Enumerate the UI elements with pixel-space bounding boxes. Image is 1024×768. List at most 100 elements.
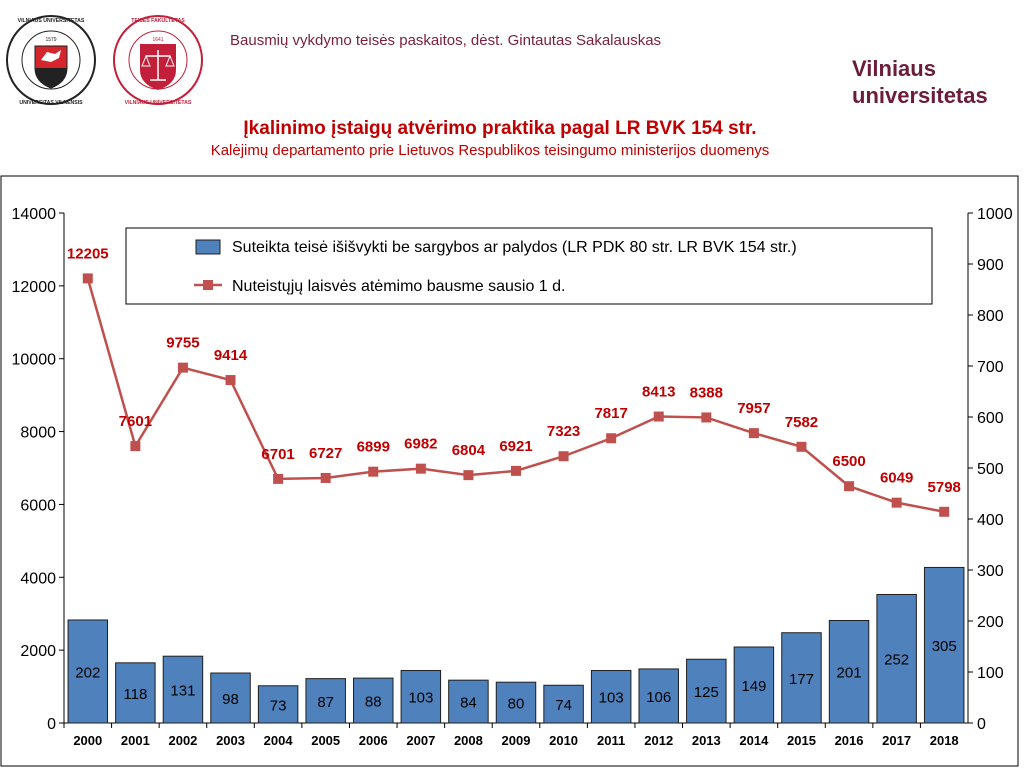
vilnius-university-seal-logo: 1579 VILNIAUS UNIVERSITETAS UNIVERSITAS … [6, 15, 96, 106]
line-data-label: 7582 [785, 414, 818, 431]
bar-value-label: 305 [932, 638, 957, 655]
left-axis-tick-label: 4000 [20, 570, 56, 587]
line-data-label: 7817 [594, 405, 627, 422]
svg-text:TEISĖS FAKULTETAS: TEISĖS FAKULTETAS [131, 17, 185, 24]
bar [257, 685, 299, 724]
line-data-label: 9755 [166, 335, 199, 352]
x-axis-tick-label: 2018 [930, 733, 959, 748]
svg-text:UNIVERSITAS VILNENSIS: UNIVERSITAS VILNENSIS [19, 100, 83, 106]
line-point [415, 463, 426, 474]
x-axis-tick-label: 2006 [359, 733, 388, 748]
x-axis-tick-label: 2015 [787, 733, 816, 748]
svg-text:VILNIAUS UNIVERSITETAS: VILNIAUS UNIVERSITETAS [18, 18, 85, 24]
line-data-label: 12205 [67, 245, 109, 262]
bar-value-label: 149 [741, 678, 766, 695]
line-point [558, 451, 569, 462]
x-axis-tick-label: 2003 [216, 733, 245, 748]
bar [495, 681, 537, 724]
line-point [796, 441, 807, 452]
bar-value-label: 103 [408, 690, 433, 707]
university-wordmark-line1: Vilniaus [852, 56, 936, 81]
x-axis-tick-label: 2011 [597, 733, 625, 748]
left-axis-tick-label: 2000 [20, 643, 56, 660]
line-data-label: 6500 [832, 453, 865, 470]
x-axis-tick-label: 2005 [311, 733, 340, 748]
x-axis-tick-label: 2002 [168, 733, 197, 748]
line-point [939, 506, 950, 517]
x-axis-tick-label: 2013 [692, 733, 721, 748]
combo-chart: 0200040006000800010000120001400001002003… [0, 175, 1019, 767]
x-axis-tick-label: 2010 [549, 733, 578, 748]
bar [115, 662, 156, 724]
bar [400, 669, 442, 724]
bar-value-label: 80 [508, 696, 525, 713]
right-axis-tick-label: 100 [977, 665, 1004, 682]
bar [686, 658, 727, 724]
line-data-label: 7957 [737, 400, 770, 417]
bar-value-label: 87 [317, 694, 334, 711]
bar-value-label: 118 [123, 686, 147, 703]
legend-bar-label: Suteikta teisė išišvykti be sargybos ar … [232, 239, 797, 256]
line-point [273, 473, 284, 484]
line-point [177, 362, 188, 373]
bar-value-label: 98 [222, 691, 239, 708]
right-axis-tick-label: 0 [977, 716, 986, 733]
left-axis-tick-label: 8000 [20, 425, 56, 442]
bar [638, 668, 679, 724]
line-point [225, 375, 236, 386]
bar [67, 619, 109, 724]
svg-text:1641: 1641 [152, 37, 163, 43]
x-axis-tick-label: 2001 [121, 733, 150, 748]
svg-text:1579: 1579 [45, 37, 56, 43]
right-axis-tick-label: 500 [977, 461, 1004, 478]
university-wordmark: Vilniaus universitetas [852, 55, 988, 109]
line-point [653, 411, 664, 422]
right-axis-tick-label: 200 [977, 614, 1004, 631]
bar [590, 669, 632, 724]
line-data-label: 6921 [499, 438, 532, 455]
bar-value-label: 125 [694, 684, 719, 701]
x-axis-tick-label: 2016 [835, 733, 864, 748]
x-axis-tick-label: 2000 [73, 733, 102, 748]
legend-line-label: Nuteistųjų laisvės atėmimo bausme sausio… [232, 278, 566, 295]
chart-title: Įkalinimo įstaigų atvėrimo praktika paga… [243, 118, 757, 139]
line-data-label: 7323 [547, 423, 580, 440]
right-axis-tick-label: 800 [977, 308, 1004, 325]
law-faculty-seal-logo: 1641 TEISĖS FAKULTETAS VILNIAUS UNIVERSI… [113, 15, 203, 106]
bar-value-label: 74 [555, 697, 572, 714]
line-data-label: 6727 [309, 445, 342, 462]
line-data-label: 7601 [119, 413, 152, 430]
legend-line-marker [203, 280, 213, 290]
course-title: Bausmių vykdymo teisės paskaitos, dėst. … [230, 32, 662, 49]
left-axis-tick-label: 6000 [20, 497, 56, 514]
line-point [701, 412, 712, 423]
line-data-label: 6982 [404, 436, 437, 453]
chart-subtitle: Kalėjimų departamento prie Lietuvos Resp… [210, 142, 770, 159]
line-point [130, 441, 141, 452]
bar-value-label: 252 [884, 652, 909, 669]
legend-bar-swatch [195, 239, 221, 255]
line-data-label: 5798 [928, 479, 961, 496]
bar [353, 677, 394, 724]
line-point [891, 497, 902, 508]
left-axis-tick-label: 12000 [12, 279, 57, 296]
bar-value-label: 88 [365, 694, 382, 711]
bar [876, 593, 917, 724]
line-data-label: 6899 [357, 439, 390, 456]
x-axis-tick-label: 2017 [882, 733, 911, 748]
bar-value-label: 201 [837, 665, 862, 682]
legend-box [125, 227, 933, 305]
bar [162, 655, 204, 724]
left-axis-tick-label: 0 [47, 716, 56, 733]
bar [733, 646, 775, 724]
right-axis-tick-label: 400 [977, 512, 1004, 529]
bar-value-label: 202 [75, 664, 100, 681]
bar [210, 672, 251, 724]
bar [828, 619, 870, 724]
bar-value-label: 177 [789, 671, 814, 688]
left-axis-tick-label: 14000 [12, 206, 57, 223]
line-point [82, 273, 93, 284]
bar [923, 566, 965, 724]
line-data-label: 6049 [880, 470, 913, 487]
line-point [320, 472, 331, 483]
